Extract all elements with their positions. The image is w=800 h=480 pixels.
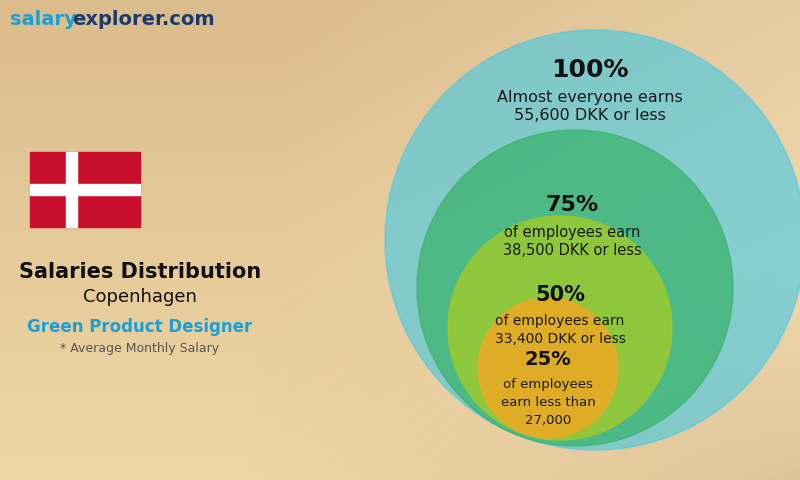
Text: * Average Monthly Salary: * Average Monthly Salary [61, 342, 219, 355]
Text: 38,500 DKK or less: 38,500 DKK or less [502, 243, 642, 258]
Bar [66, 152, 77, 227]
Ellipse shape [417, 130, 733, 446]
Text: of employees earn: of employees earn [495, 314, 625, 328]
Text: Green Product Designer: Green Product Designer [27, 318, 253, 336]
Text: 25%: 25% [525, 350, 571, 369]
Text: explorer.com: explorer.com [72, 10, 214, 29]
Ellipse shape [448, 216, 672, 440]
Text: salary: salary [10, 10, 77, 29]
Text: Salaries Distribution: Salaries Distribution [19, 262, 261, 282]
Ellipse shape [385, 30, 800, 450]
Text: Copenhagen: Copenhagen [83, 288, 197, 306]
Text: 75%: 75% [546, 195, 598, 215]
Text: earn less than: earn less than [501, 396, 595, 409]
Text: 27,000: 27,000 [525, 414, 571, 427]
Bar [30, 184, 140, 195]
Bar [30, 152, 140, 227]
Text: Almost everyone earns: Almost everyone earns [497, 90, 683, 105]
Text: of employees: of employees [503, 378, 593, 391]
Text: of employees earn: of employees earn [504, 225, 640, 240]
Text: 33,400 DKK or less: 33,400 DKK or less [494, 332, 626, 346]
Text: 100%: 100% [551, 58, 629, 82]
Text: 55,600 DKK or less: 55,600 DKK or less [514, 108, 666, 123]
Ellipse shape [478, 298, 618, 438]
Text: 50%: 50% [535, 285, 585, 305]
